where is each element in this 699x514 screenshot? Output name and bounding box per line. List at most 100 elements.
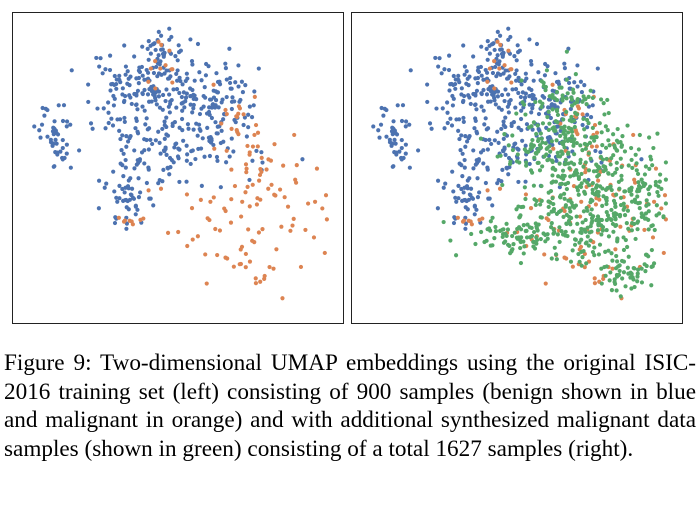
benign-point bbox=[490, 70, 496, 76]
synthesized-point bbox=[505, 227, 511, 232]
synthesized-point bbox=[562, 196, 567, 201]
synthesized-point bbox=[531, 244, 536, 249]
benign-point bbox=[590, 103, 595, 108]
benign-point bbox=[202, 85, 207, 90]
benign-point bbox=[513, 141, 518, 146]
benign-point bbox=[229, 136, 234, 141]
benign-point bbox=[403, 142, 408, 147]
benign-point bbox=[451, 220, 457, 226]
malignant-point bbox=[575, 104, 581, 109]
benign-point bbox=[522, 78, 527, 84]
malignant-point bbox=[291, 216, 296, 221]
benign-point bbox=[32, 124, 37, 129]
benign-point bbox=[122, 98, 127, 103]
malignant-point bbox=[253, 276, 258, 281]
malignant-point bbox=[219, 121, 224, 126]
synthesized-point bbox=[493, 224, 498, 230]
benign-point bbox=[391, 119, 396, 124]
benign-point bbox=[45, 134, 50, 139]
malignant-point bbox=[543, 281, 548, 286]
benign-point bbox=[148, 43, 153, 48]
synthesized-point bbox=[515, 152, 520, 157]
benign-point bbox=[48, 137, 53, 142]
benign-point bbox=[121, 198, 126, 203]
benign-point bbox=[146, 167, 151, 172]
benign-point bbox=[399, 137, 404, 143]
malignant-point bbox=[229, 126, 234, 131]
benign-point bbox=[520, 138, 525, 143]
benign-point bbox=[514, 58, 519, 63]
benign-point bbox=[106, 110, 111, 115]
synthesized-point bbox=[572, 124, 577, 130]
benign-point bbox=[218, 185, 223, 190]
benign-point bbox=[519, 128, 524, 133]
benign-point bbox=[481, 148, 486, 153]
benign-point bbox=[132, 54, 137, 59]
benign-point bbox=[140, 44, 145, 49]
malignant-point bbox=[550, 82, 555, 87]
synthesized-point bbox=[539, 136, 544, 141]
synthesized-point bbox=[512, 230, 517, 235]
synthesized-point bbox=[583, 241, 588, 246]
benign-point bbox=[502, 145, 507, 150]
benign-point bbox=[190, 148, 195, 153]
benign-point bbox=[60, 145, 65, 151]
synthesized-point bbox=[596, 189, 601, 195]
synthesized-point bbox=[614, 223, 619, 228]
synthesized-point bbox=[572, 137, 577, 142]
benign-point bbox=[536, 111, 542, 117]
benign-point bbox=[384, 134, 389, 139]
synthesized-point bbox=[595, 174, 600, 179]
benign-point bbox=[509, 123, 514, 129]
benign-point bbox=[123, 157, 128, 163]
synthesized-point bbox=[600, 186, 605, 191]
benign-point bbox=[172, 120, 178, 125]
synthesized-point bbox=[510, 233, 515, 239]
benign-point bbox=[579, 90, 584, 95]
synthesized-point bbox=[655, 190, 660, 195]
synthesized-point bbox=[596, 164, 601, 169]
synthesized-point bbox=[505, 242, 511, 247]
benign-point bbox=[456, 128, 461, 133]
malignant-point bbox=[153, 86, 158, 91]
benign-point bbox=[473, 116, 478, 121]
synthesized-point bbox=[571, 90, 576, 95]
synthesized-point bbox=[661, 215, 666, 220]
malignant-point bbox=[243, 162, 249, 167]
benign-point bbox=[471, 54, 476, 59]
malignant-point bbox=[223, 107, 228, 113]
malignant-point bbox=[642, 227, 647, 232]
benign-point bbox=[492, 98, 497, 103]
benign-point bbox=[123, 93, 128, 99]
benign-point bbox=[199, 78, 204, 83]
synthesized-point bbox=[498, 153, 503, 158]
umap-scatter-right bbox=[371, 26, 668, 301]
synthesized-point bbox=[567, 206, 572, 211]
benign-point bbox=[69, 68, 74, 73]
benign-point bbox=[203, 73, 209, 78]
malignant-point bbox=[285, 204, 291, 209]
benign-point bbox=[175, 78, 180, 83]
benign-point bbox=[136, 176, 141, 181]
benign-point bbox=[124, 144, 129, 149]
malignant-point bbox=[583, 170, 588, 175]
benign-point bbox=[153, 47, 158, 53]
benign-point bbox=[188, 161, 193, 167]
benign-point bbox=[178, 78, 183, 84]
synthesized-point bbox=[616, 179, 621, 184]
synthesized-point bbox=[606, 248, 611, 253]
synthesized-point bbox=[629, 271, 634, 276]
benign-point bbox=[183, 78, 188, 84]
benign-point bbox=[492, 138, 497, 143]
synthesized-point bbox=[634, 161, 639, 166]
benign-point bbox=[250, 158, 255, 163]
malignant-point bbox=[255, 130, 261, 135]
synthesized-point bbox=[586, 243, 591, 248]
synthesized-point bbox=[621, 207, 626, 212]
benign-point bbox=[520, 90, 525, 95]
synthesized-point bbox=[526, 125, 532, 130]
malignant-point bbox=[121, 219, 127, 224]
benign-point bbox=[227, 154, 232, 159]
benign-point bbox=[117, 196, 122, 201]
malignant-point bbox=[228, 220, 234, 225]
